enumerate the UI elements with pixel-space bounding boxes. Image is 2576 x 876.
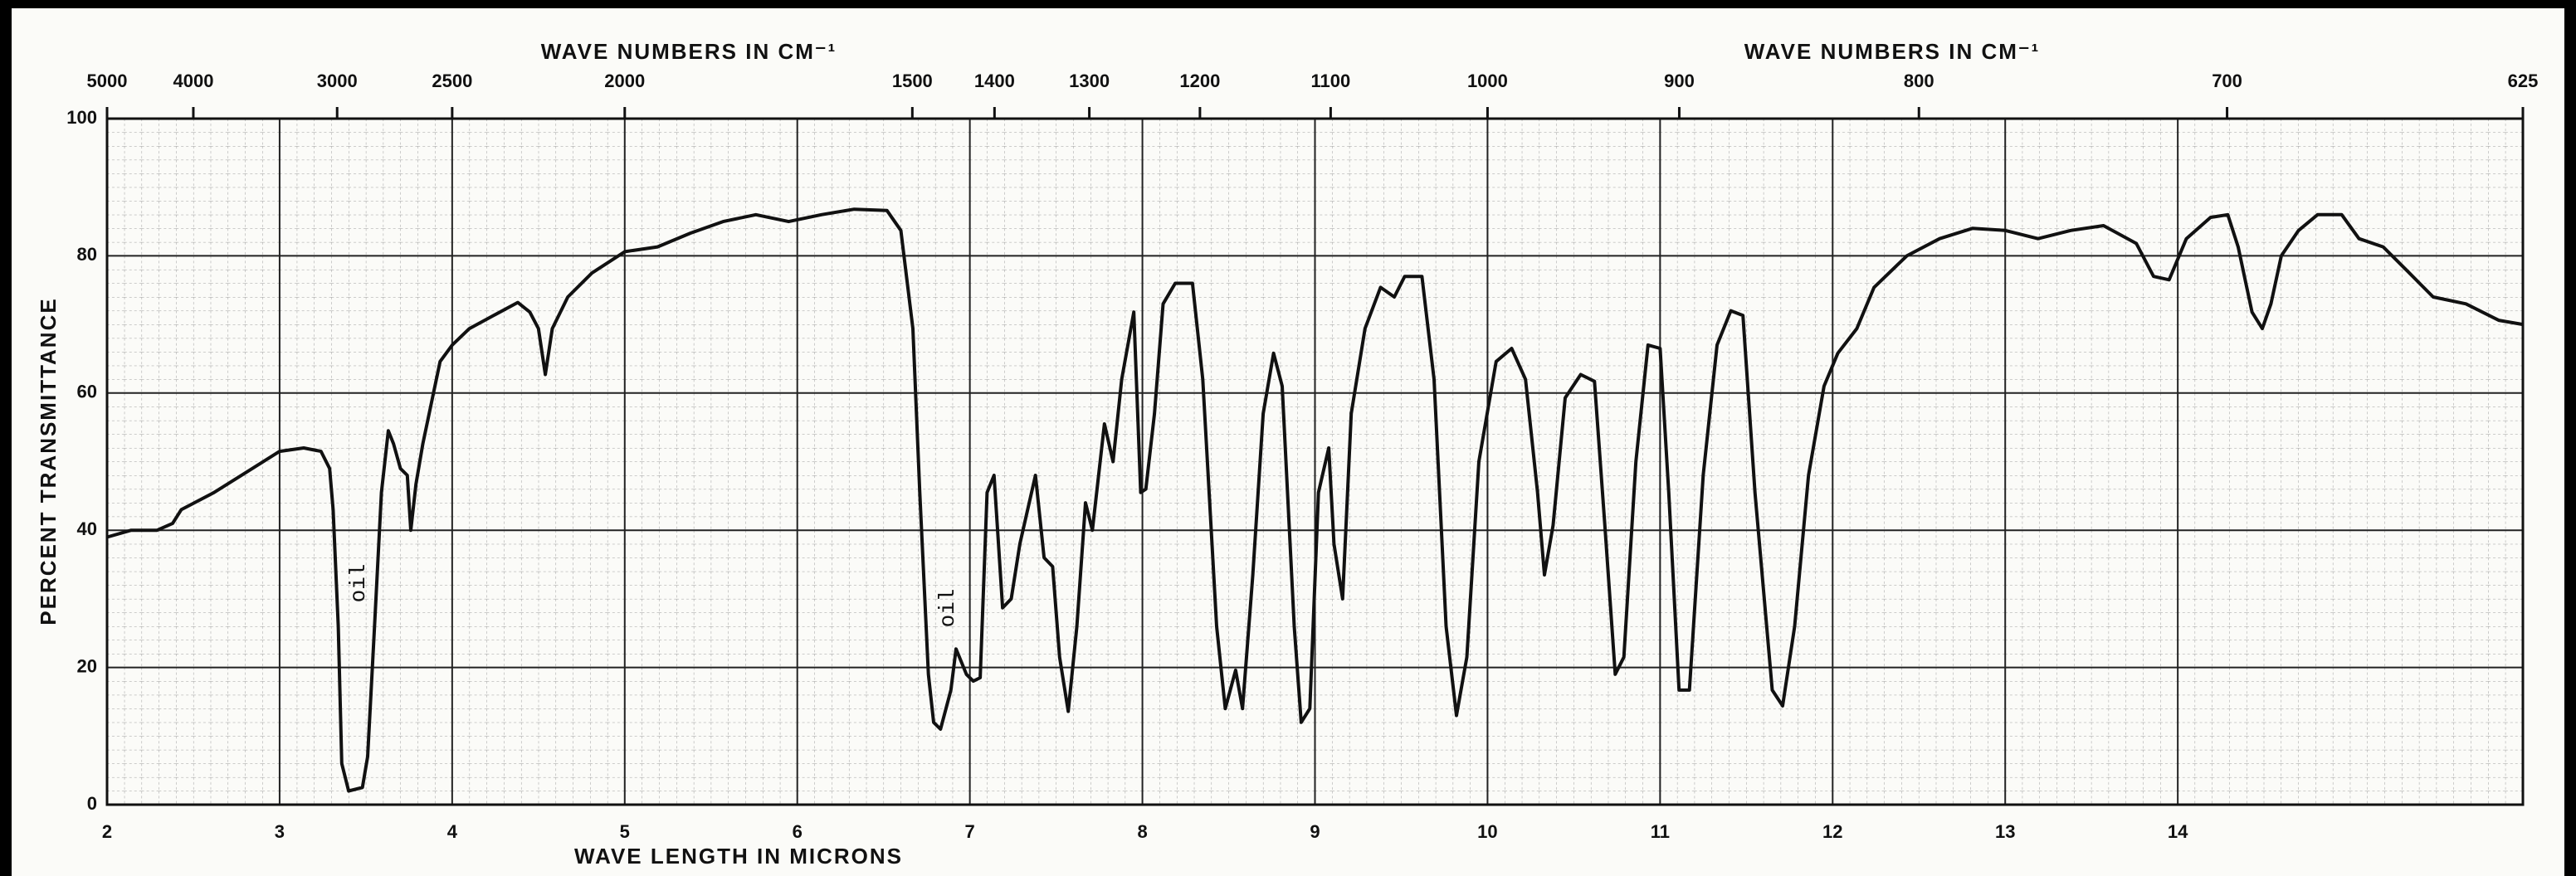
top-tick-label: 900 <box>1664 71 1695 91</box>
spectrum-line <box>106 207 2524 793</box>
y-tick-label: 80 <box>77 244 97 265</box>
x-tick-label: 7 <box>965 821 975 842</box>
x-tick-label: 12 <box>1822 821 1842 842</box>
x-tick-label: 9 <box>1310 821 1320 842</box>
top-axis-label: WAVE NUMBERS IN CM⁻¹ <box>541 39 837 64</box>
x-tick-label: 10 <box>1477 821 1497 842</box>
x-tick-label: 4 <box>447 821 458 842</box>
top-tick-label: 4000 <box>173 71 213 91</box>
y-tick-label: 40 <box>77 518 97 539</box>
x-tick-label: 3 <box>275 821 285 842</box>
top-tick-label: 1100 <box>1311 71 1351 91</box>
y-tick-label: 20 <box>77 655 97 676</box>
annotation: oil <box>935 589 960 628</box>
x-tick-label: 14 <box>2168 821 2188 842</box>
y-tick-label: 0 <box>87 793 97 814</box>
annotation: oil <box>346 564 371 603</box>
top-tick-label: 625 <box>2508 71 2539 91</box>
top-tick-label: 800 <box>1904 71 1934 91</box>
top-tick-label: 2000 <box>604 71 645 91</box>
top-tick-label: 700 <box>2212 71 2242 91</box>
top-tick-label: 1500 <box>892 71 933 91</box>
top-tick-label: 1200 <box>1179 71 1220 91</box>
x-tick-label: 2 <box>102 821 112 842</box>
x-tick-label: 6 <box>793 821 803 842</box>
top-tick-label: 5000 <box>87 71 128 91</box>
y-tick-label: 60 <box>77 382 97 402</box>
top-tick-label: 1400 <box>974 71 1015 91</box>
y-tick-label: 100 <box>66 107 97 128</box>
plot-frame <box>105 117 2525 806</box>
x-tick-label: 11 <box>1651 821 1670 842</box>
top-tick-label: 3000 <box>317 71 358 91</box>
y-axis-label: PERCENT TRANSMITTANCE <box>36 297 61 625</box>
x-axis-label: WAVE LENGTH IN MICRONS <box>574 844 903 869</box>
top-axis-label: WAVE NUMBERS IN CM⁻¹ <box>1744 39 2041 64</box>
x-tick-label: 8 <box>1137 821 1147 842</box>
x-tick-label: 13 <box>1995 821 2015 842</box>
top-tick-label: 1300 <box>1069 71 1110 91</box>
top-tick-label: 2500 <box>432 71 472 91</box>
top-tick-label: 1000 <box>1467 71 1508 91</box>
x-tick-label: 5 <box>620 821 630 842</box>
